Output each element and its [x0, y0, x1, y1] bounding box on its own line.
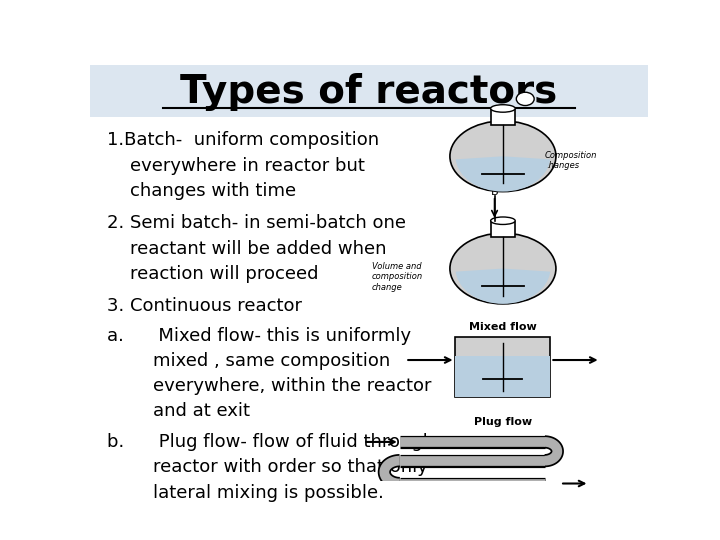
Text: reactor with order so that only: reactor with order so that only — [107, 458, 428, 476]
Text: Volume and
composition
change: Volume and composition change — [372, 262, 423, 292]
Text: Types of reactors: Types of reactors — [181, 73, 557, 111]
Text: a.      Mixed flow- this is uniformly: a. Mixed flow- this is uniformly — [107, 327, 411, 345]
Text: everywhere in reactor but: everywhere in reactor but — [107, 157, 364, 175]
Text: 3. Continuous reactor: 3. Continuous reactor — [107, 297, 302, 315]
Bar — [490, 109, 516, 125]
Bar — [456, 337, 550, 397]
Bar — [456, 356, 550, 397]
Ellipse shape — [490, 105, 516, 112]
Wedge shape — [456, 268, 550, 304]
Text: Plug flow: Plug flow — [474, 417, 532, 427]
Text: Composition
changes: Composition changes — [545, 151, 597, 170]
Bar — [490, 221, 516, 238]
Text: 2. Semi batch- in semi-batch one: 2. Semi batch- in semi-batch one — [107, 214, 406, 232]
Text: Mixed flow: Mixed flow — [469, 322, 537, 332]
Text: changes with time: changes with time — [107, 182, 296, 200]
Wedge shape — [456, 156, 550, 192]
FancyBboxPatch shape — [90, 65, 648, 117]
Text: everywhere, within the reactor: everywhere, within the reactor — [107, 377, 431, 395]
Text: mixed , same composition: mixed , same composition — [107, 352, 390, 370]
Text: and at exit: and at exit — [107, 402, 250, 420]
Text: 1.Batch-  uniform composition: 1.Batch- uniform composition — [107, 131, 379, 149]
Ellipse shape — [490, 217, 516, 225]
Circle shape — [516, 92, 534, 105]
Text: reactant will be added when: reactant will be added when — [107, 240, 386, 258]
Ellipse shape — [450, 233, 556, 304]
Text: reaction will proceed: reaction will proceed — [107, 265, 318, 282]
Ellipse shape — [450, 121, 556, 192]
Text: b.      Plug flow- flow of fluid through: b. Plug flow- flow of fluid through — [107, 433, 434, 451]
Text: lateral mixing is possible.: lateral mixing is possible. — [107, 484, 384, 502]
Text: B: B — [491, 187, 498, 197]
